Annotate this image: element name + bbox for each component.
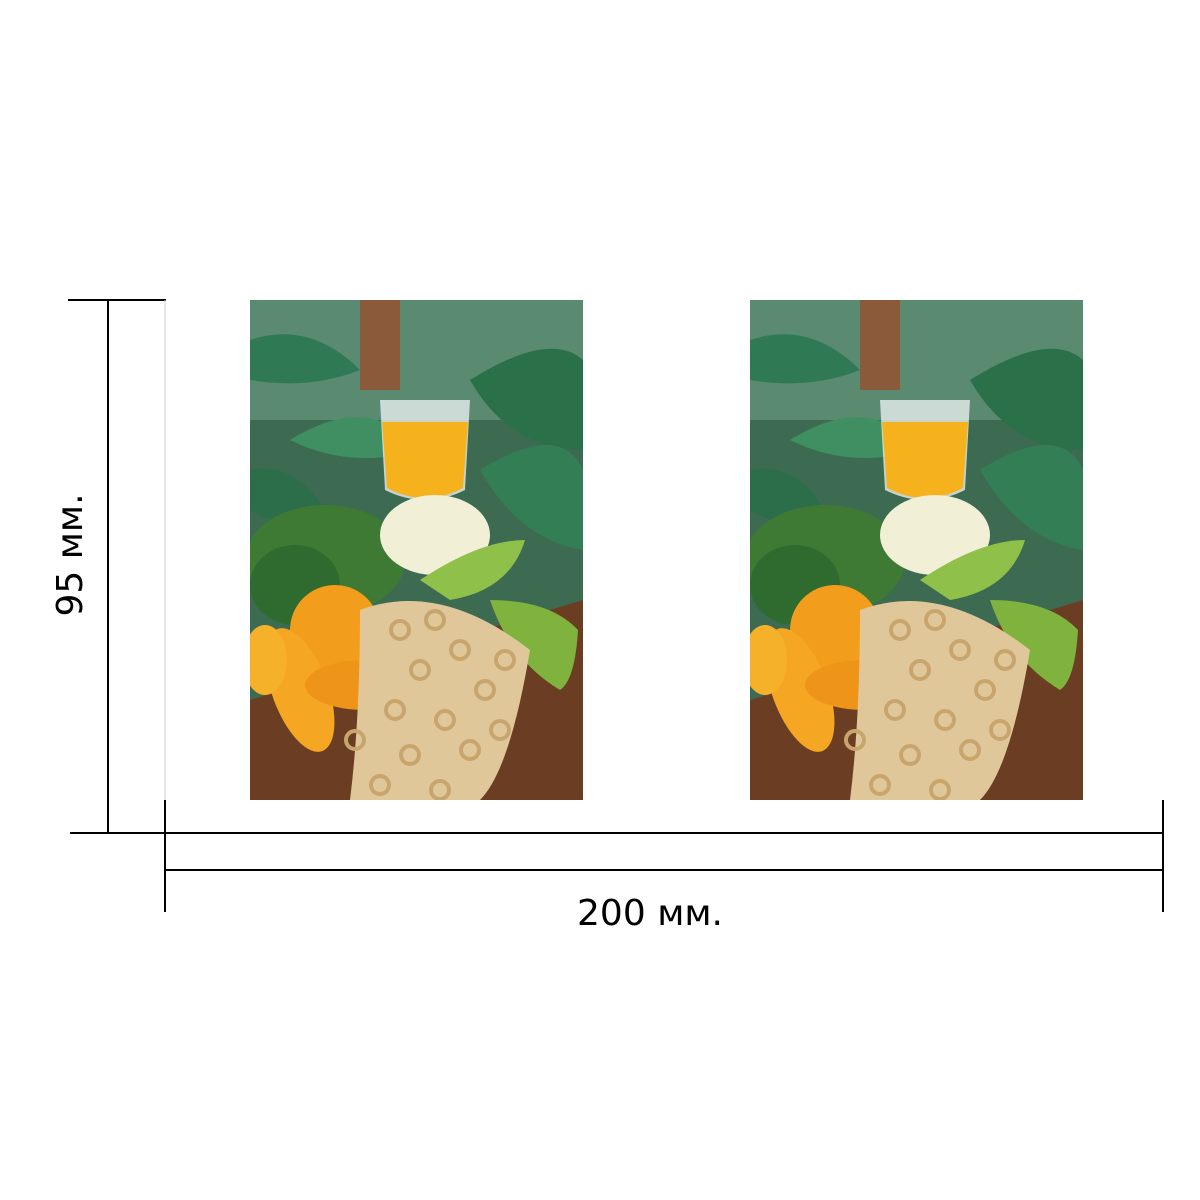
product-photo [743, 300, 1083, 800]
width-dimension [164, 800, 1164, 912]
width-label: 200 мм. [577, 893, 723, 934]
height-dimension [68, 299, 166, 834]
height-label: 95 мм. [50, 493, 91, 616]
product-photo [243, 300, 583, 800]
